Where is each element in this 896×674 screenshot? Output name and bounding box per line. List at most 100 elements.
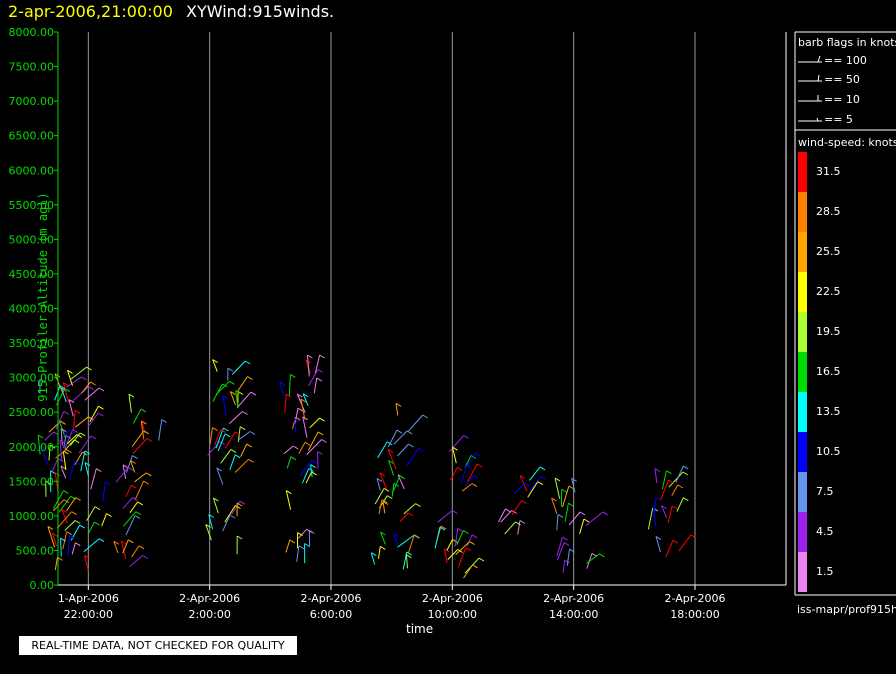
wind-barb-flag <box>59 439 66 444</box>
wind-barb <box>455 541 470 556</box>
wind-barb <box>298 528 307 539</box>
wind-barb <box>498 508 506 523</box>
wind-barb <box>90 468 97 490</box>
wind-barb-flag <box>208 514 215 518</box>
wind-barb <box>647 507 654 530</box>
wind-barb-flag <box>235 505 241 509</box>
wind-barb <box>224 431 236 449</box>
speed-legend-label: 31.5 <box>816 165 841 178</box>
wind-barb <box>397 534 415 548</box>
wind-barb <box>397 443 409 457</box>
wind-barb-flag <box>61 509 67 514</box>
wind-barb <box>229 391 236 406</box>
wind-barb-flag <box>75 542 81 547</box>
wind-barb <box>60 428 63 446</box>
wind-barb-flag <box>135 511 142 516</box>
wind-barb <box>377 441 388 459</box>
wind-barb-flag <box>297 393 303 398</box>
wind-barb-flag <box>317 369 324 373</box>
wind-barb-flag <box>52 532 58 537</box>
wind-barb <box>229 454 236 471</box>
wind-barb-flag <box>222 383 228 388</box>
wind-barb-flag <box>74 409 81 414</box>
wind-barb-flag <box>63 490 69 495</box>
wind-barb <box>64 520 76 531</box>
wind-barb-flag <box>562 536 568 541</box>
wind-barb-flag <box>75 497 81 501</box>
wind-barb-flag <box>472 474 479 479</box>
wind-barb <box>237 431 251 441</box>
wind-barb <box>513 482 525 495</box>
wind-barb-flag <box>655 497 662 501</box>
y-ticks: 0.00 500.00 1000.00 1500.00 2000.00 2500.00 30… <box>9 26 58 592</box>
wind-barb <box>60 538 62 557</box>
wind-barb <box>661 505 668 518</box>
wind-barb-flag <box>690 534 697 539</box>
speed-swatch <box>798 552 807 592</box>
wind-barb <box>298 442 306 454</box>
wind-barb-flag <box>418 447 424 452</box>
wind-barb-flag <box>392 532 399 537</box>
wind-barb <box>317 451 319 469</box>
wind-barb-flag <box>66 449 72 454</box>
wind-barb <box>84 387 100 401</box>
wind-barb <box>392 475 401 493</box>
speed-legend-label: 25.5 <box>816 245 841 258</box>
barb-legend-item: == 100 <box>824 54 867 67</box>
wind-barb <box>87 521 95 535</box>
plot-date-label: 2-apr-2006,21:00:00 <box>8 2 173 21</box>
wind-barb <box>125 515 136 536</box>
wind-barb <box>129 501 139 513</box>
wind-barb-flag <box>519 520 526 524</box>
wind-barb-flag <box>466 464 472 469</box>
x-tick-time-label: 18:00:00 <box>670 608 719 621</box>
wind-barb <box>652 507 657 527</box>
wind-barb <box>676 497 684 512</box>
wind-barb-flag <box>37 434 44 439</box>
x-tick-time-label: 22:00:00 <box>64 608 113 621</box>
wind-barb-flag <box>130 460 136 464</box>
wind-barb-flag <box>235 390 241 395</box>
wind-barb-flag <box>666 470 672 475</box>
wind-barb-flag <box>300 398 307 403</box>
wind-barb-flag <box>304 543 310 547</box>
wind-barb <box>53 499 65 512</box>
wind-barb-flag <box>220 429 226 434</box>
wind-barb <box>446 539 453 552</box>
wind-barb <box>285 490 292 510</box>
wind-barb-flag <box>216 467 223 472</box>
wind-barb <box>463 564 474 579</box>
wind-barb-flag <box>297 532 303 537</box>
wind-barb-flag <box>63 410 70 415</box>
wind-barb <box>659 479 669 501</box>
wind-barb <box>301 468 310 484</box>
wind-barb-flag <box>396 429 403 434</box>
wind-barb-flag <box>316 377 322 382</box>
wind-barb-flag <box>140 420 147 425</box>
wind-barb-flag <box>319 354 325 359</box>
wind-barb <box>134 472 147 483</box>
wind-barb-flag <box>571 477 577 482</box>
y-tick-label: 500.00 <box>16 544 55 557</box>
wind-barb <box>675 465 684 483</box>
wind-barb-flag <box>247 376 253 381</box>
wind-barb-flag <box>317 451 323 455</box>
wind-barb-flag <box>161 419 167 424</box>
wind-barb-flag <box>50 470 56 475</box>
wind-barb <box>40 446 48 466</box>
wind-barb <box>556 514 559 531</box>
wind-barb <box>240 443 248 457</box>
wind-barb <box>309 417 320 429</box>
wind-barb-flag <box>88 416 94 421</box>
speed-swatch <box>798 392 807 432</box>
wind-barb-flag <box>106 513 112 518</box>
wind-barb-flag <box>457 466 463 471</box>
wind-barb <box>457 547 467 568</box>
wind-barb-flag <box>54 373 61 378</box>
plot-title: XYWind:915winds. <box>186 2 335 21</box>
wind-barb-flag <box>239 426 246 431</box>
speed-swatch <box>798 272 807 312</box>
wind-barb-flag <box>65 435 72 439</box>
wind-barb <box>562 485 570 508</box>
wind-barb-flag <box>677 484 684 489</box>
